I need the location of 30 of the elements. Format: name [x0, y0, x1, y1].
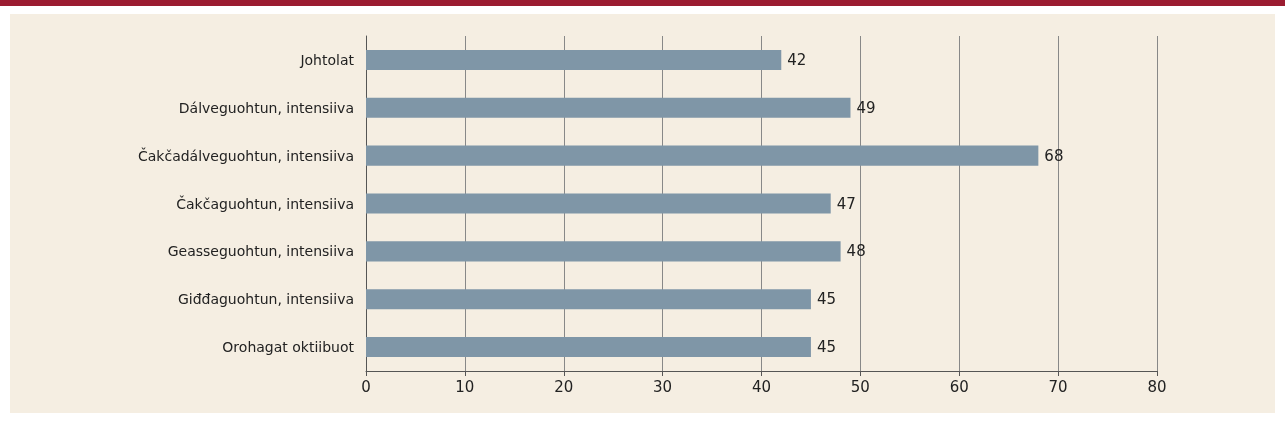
x-tick-label: 30: [653, 377, 673, 396]
y-tick-label: Geasseguohtun, intensiiva: [167, 243, 354, 260]
y-tick-label: Johtolat: [299, 51, 355, 68]
y-tick-label: Čakčaguohtun, intensiiva: [176, 194, 354, 212]
y-tick-label: Dálveguohtun, intensiiva: [178, 99, 354, 116]
data-label: 45: [816, 338, 837, 357]
x-tick-label: 20: [554, 377, 574, 396]
data-label: 49: [856, 98, 876, 117]
data-label: 48: [846, 242, 866, 261]
y-tick-label: Giđđaguohtun, intensiiva: [177, 291, 354, 308]
x-tick-label: 50: [850, 377, 870, 396]
bar: [366, 289, 811, 310]
x-tick-label: 80: [1147, 377, 1167, 396]
x-tick-label: 70: [1048, 377, 1068, 396]
bar: [366, 49, 782, 70]
bar: [366, 97, 851, 118]
bar: [366, 145, 1039, 166]
bar: [366, 241, 841, 262]
y-tick-label: Čakčadálveguohtun, intensiiva: [137, 146, 354, 164]
data-label: 45: [816, 290, 837, 309]
data-label: 47: [836, 194, 856, 213]
y-tick-label: Orohagat oktiibuot: [222, 339, 355, 356]
bar: [366, 193, 831, 214]
x-tick-label: 60: [949, 377, 969, 396]
x-tick-label: 10: [455, 377, 475, 396]
x-tick-label: 0: [361, 377, 371, 396]
data-label: 42: [787, 50, 807, 69]
x-tick-label: 40: [751, 377, 772, 396]
bar: [366, 337, 811, 358]
data-label: 68: [1044, 146, 1064, 165]
